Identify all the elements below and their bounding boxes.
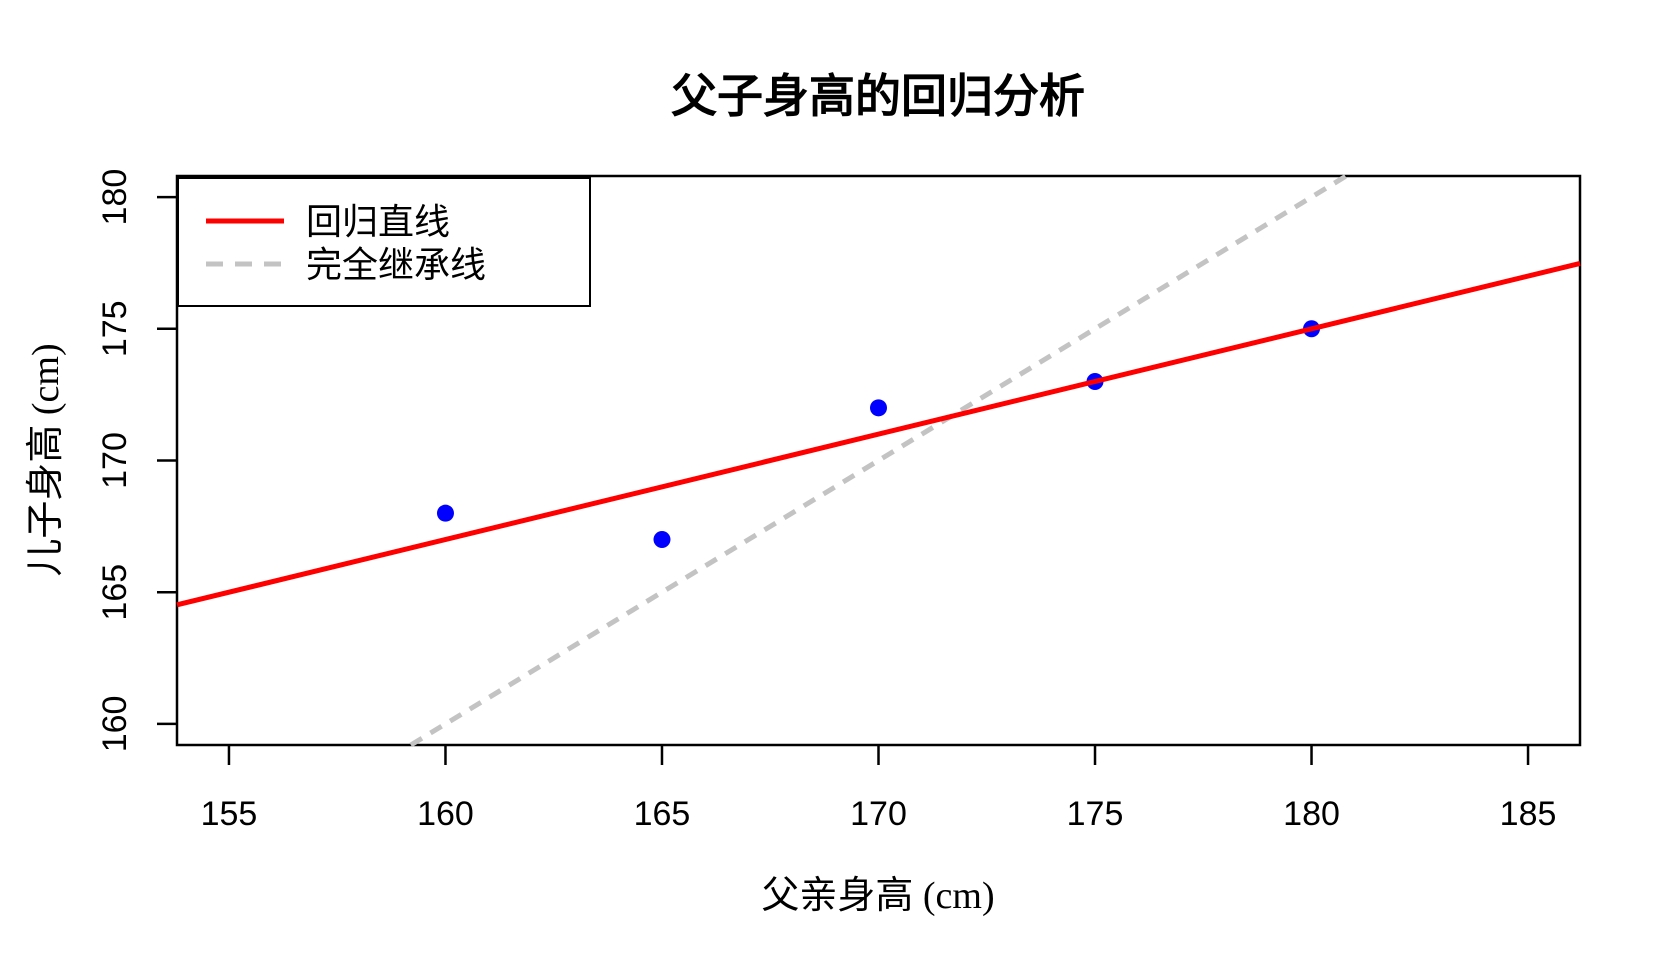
legend-label-regression-line: 回归直线 bbox=[306, 202, 450, 242]
x-tick-label: 160 bbox=[417, 795, 474, 833]
x-tick-label: 180 bbox=[1283, 795, 1340, 833]
legend-label-identity-line: 完全继承线 bbox=[306, 245, 486, 285]
x-axis-label: 父亲身高 (cm) bbox=[761, 875, 994, 917]
regression-line bbox=[176, 261, 1581, 608]
data-point bbox=[870, 399, 887, 417]
y-tick-label: 160 bbox=[96, 696, 134, 753]
x-tick-label: 170 bbox=[850, 795, 907, 833]
y-tick-label: 180 bbox=[96, 169, 134, 226]
x-tick-label: 175 bbox=[1067, 795, 1124, 833]
x-tick-label: 155 bbox=[201, 795, 258, 833]
data-point bbox=[653, 531, 671, 549]
y-axis-label: 儿子身高 (cm) bbox=[25, 343, 67, 576]
y-tick-label: 175 bbox=[96, 300, 134, 357]
legend: 回归直线 完全继承线 bbox=[177, 177, 591, 307]
y-tick-label: 170 bbox=[96, 432, 134, 489]
plot-area: 155 160 165 170 175 180 185 160 165 170 175 180 bbox=[96, 169, 1581, 833]
legend-box bbox=[177, 177, 591, 307]
x-tick-label: 185 bbox=[1500, 795, 1557, 833]
x-tick-label: 165 bbox=[634, 795, 691, 833]
chart-title: 父子身高的回归分析 bbox=[671, 71, 1085, 122]
y-tick-label: 165 bbox=[96, 564, 134, 621]
data-point bbox=[436, 504, 454, 522]
